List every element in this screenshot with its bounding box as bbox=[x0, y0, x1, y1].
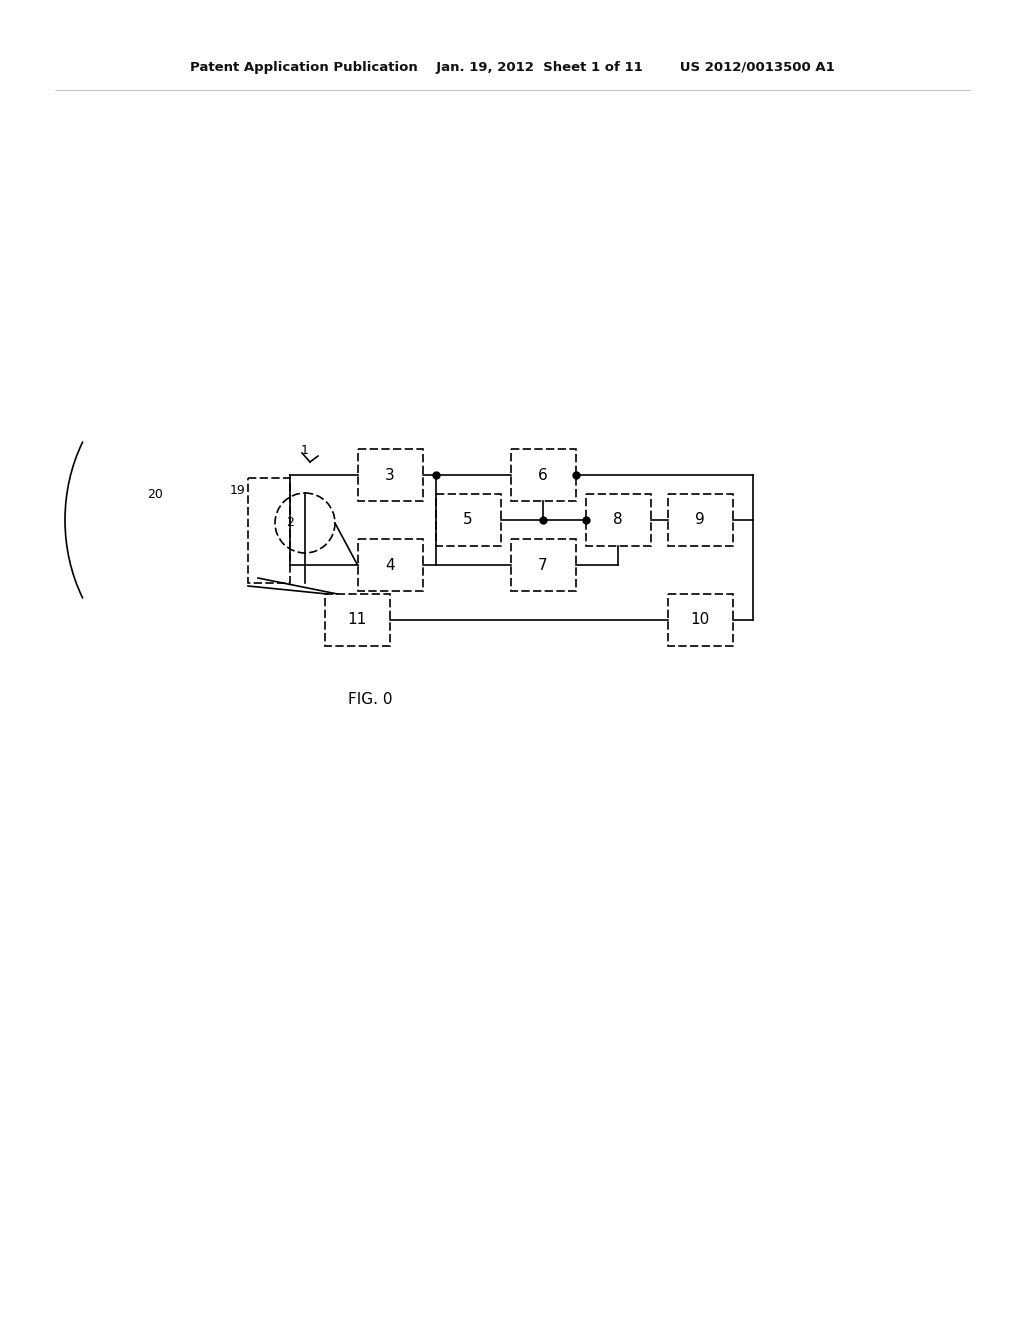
Text: 6: 6 bbox=[539, 467, 548, 483]
Text: Patent Application Publication    Jan. 19, 2012  Sheet 1 of 11        US 2012/00: Patent Application Publication Jan. 19, … bbox=[189, 62, 835, 74]
FancyBboxPatch shape bbox=[511, 539, 575, 591]
Text: 7: 7 bbox=[539, 557, 548, 573]
Text: 19: 19 bbox=[230, 483, 246, 496]
Text: 2: 2 bbox=[286, 516, 294, 529]
FancyBboxPatch shape bbox=[435, 494, 501, 546]
FancyBboxPatch shape bbox=[668, 594, 732, 645]
FancyBboxPatch shape bbox=[357, 449, 423, 502]
FancyBboxPatch shape bbox=[248, 478, 290, 583]
Text: 20: 20 bbox=[147, 488, 163, 502]
Text: 8: 8 bbox=[613, 512, 623, 528]
Text: 11: 11 bbox=[347, 612, 367, 627]
Text: FIG. 0: FIG. 0 bbox=[348, 693, 392, 708]
FancyBboxPatch shape bbox=[668, 494, 732, 546]
Text: 1: 1 bbox=[301, 444, 309, 457]
FancyBboxPatch shape bbox=[586, 494, 650, 546]
Text: 10: 10 bbox=[690, 612, 710, 627]
FancyBboxPatch shape bbox=[511, 449, 575, 502]
Text: 4: 4 bbox=[385, 557, 395, 573]
Text: 3: 3 bbox=[385, 467, 395, 483]
FancyBboxPatch shape bbox=[325, 594, 389, 645]
Text: 5: 5 bbox=[463, 512, 473, 528]
Text: 9: 9 bbox=[695, 512, 705, 528]
FancyBboxPatch shape bbox=[357, 539, 423, 591]
